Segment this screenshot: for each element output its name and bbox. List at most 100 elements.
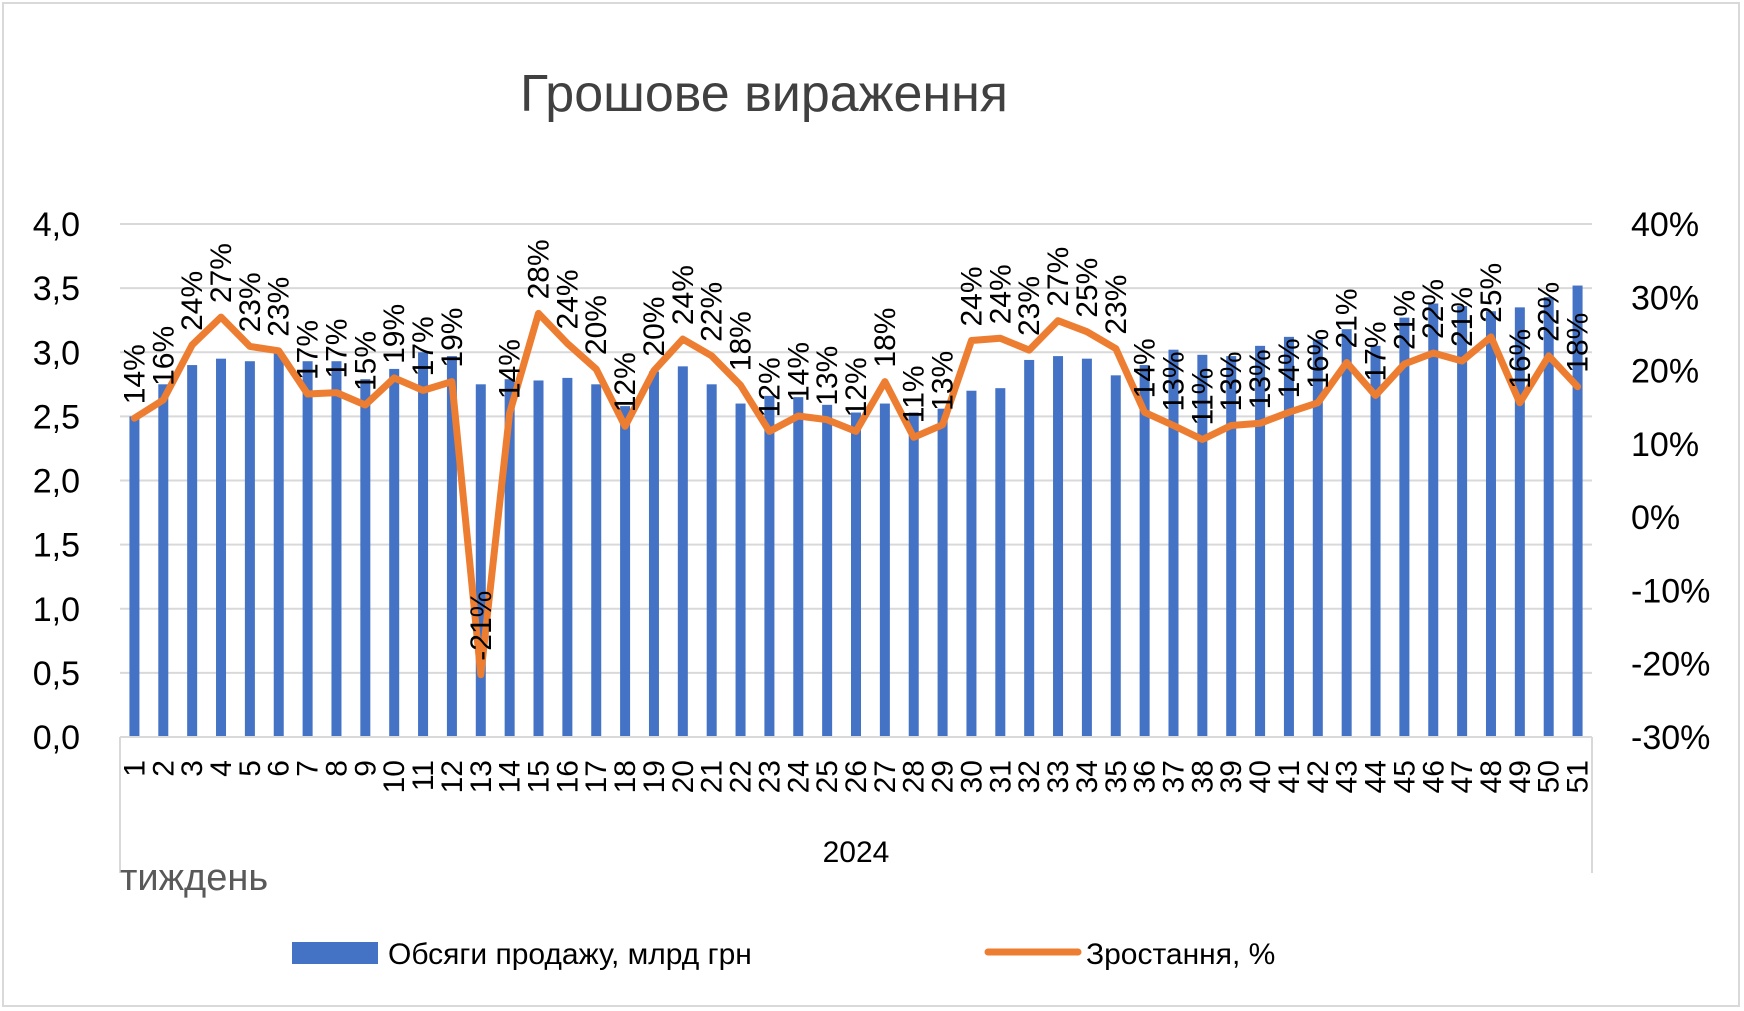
left-axis-tick-label: 1,0 — [33, 591, 80, 629]
data-label: 23% — [263, 277, 296, 337]
left-axis-tick-label: 0,5 — [33, 655, 80, 693]
data-label: 12% — [840, 357, 873, 417]
x-tick-label: 23 — [753, 760, 786, 793]
data-label: 24% — [984, 264, 1017, 324]
x-tick-label: 29 — [927, 760, 960, 793]
data-label: 21% — [1388, 290, 1421, 350]
bar — [879, 403, 890, 737]
bar — [1514, 307, 1525, 737]
data-label: 25% — [1071, 258, 1104, 318]
bar — [360, 379, 371, 737]
x-tick-label: 34 — [1071, 760, 1104, 793]
x-tick-label: 47 — [1446, 760, 1479, 793]
data-label: 24% — [551, 269, 584, 329]
x-tick-label: 14 — [494, 760, 527, 793]
bar — [1053, 356, 1064, 737]
bar — [504, 379, 515, 737]
data-label: 14% — [1273, 338, 1306, 398]
x-tick-label: 10 — [378, 760, 411, 793]
data-label: 28% — [523, 239, 556, 299]
x-tick-label: 11 — [407, 760, 440, 791]
x-axis-title: тиждень — [120, 857, 268, 899]
data-label: 23% — [234, 272, 267, 332]
data-label: 13% — [811, 346, 844, 406]
x-tick-label: 38 — [1186, 760, 1219, 793]
left-axis-ticks: 0,0 0,5 1,0 1,5 2,0 2,5 3,0 3,5 4,0 — [33, 206, 80, 757]
bar — [1572, 285, 1583, 737]
x-tick-label: 5 — [234, 760, 267, 777]
bar — [677, 366, 688, 737]
x-tick-label: 16 — [551, 760, 584, 793]
data-label: 13% — [1157, 351, 1190, 411]
data-label: 14% — [494, 339, 527, 399]
data-label: 19% — [378, 304, 411, 364]
x-tick-label: 22 — [725, 760, 758, 793]
x-axis: 1234567891011121314151617181920212223242… — [118, 736, 1595, 873]
bar — [1370, 345, 1381, 737]
bar — [1457, 306, 1468, 737]
bar — [995, 388, 1006, 737]
bar — [446, 356, 457, 737]
right-axis-tick-label: 30% — [1631, 279, 1699, 317]
legend: Обсяги продажу, млрд грн Зростання, % — [292, 938, 1275, 971]
x-tick-label: 4 — [205, 760, 238, 777]
x-tick-label: 48 — [1475, 760, 1508, 793]
x-tick-label: 3 — [176, 760, 209, 777]
x-tick-label: 25 — [811, 760, 844, 793]
data-label: 11% — [1186, 368, 1219, 426]
data-label: 17% — [320, 319, 353, 379]
bar — [1312, 339, 1323, 737]
data-label: 21% — [1446, 287, 1479, 347]
bar — [562, 377, 573, 737]
x-tick-label: 43 — [1331, 760, 1364, 793]
x-group-label: 2024 — [823, 836, 890, 869]
bar — [533, 380, 544, 737]
x-tick-label: 13 — [465, 760, 498, 793]
x-tick-label: 7 — [292, 760, 325, 777]
left-axis-tick-label: 0,0 — [33, 719, 80, 757]
data-label: 12% — [753, 357, 786, 417]
x-tick-label: 1 — [118, 760, 151, 777]
left-axis-tick-label: 3,5 — [33, 270, 80, 308]
right-axis-ticks: -30% -20% -10% 0% 10% 20% 30% 40% — [1631, 206, 1710, 757]
data-label: 21% — [1331, 288, 1364, 348]
data-label: 20% — [580, 295, 613, 355]
bar — [937, 408, 948, 737]
bar — [1197, 354, 1208, 737]
data-label: 13% — [1215, 351, 1248, 411]
data-label: 13% — [1244, 349, 1277, 409]
data-label: 25% — [1475, 263, 1508, 323]
x-tick-label: 30 — [955, 760, 988, 793]
x-tick-label: 49 — [1504, 760, 1537, 793]
left-axis-tick-label: 1,5 — [33, 527, 80, 565]
x-tick-label: 45 — [1388, 760, 1421, 793]
x-tick-label: 40 — [1244, 760, 1277, 793]
data-label: 18% — [725, 311, 758, 371]
bar — [966, 390, 977, 737]
x-tick-label: 17 — [580, 760, 613, 793]
legend-label-growth: Зростання, % — [1086, 938, 1275, 971]
bar — [706, 384, 717, 737]
x-tick-label: 31 — [984, 760, 1017, 793]
bar — [1543, 297, 1554, 737]
bar — [1341, 329, 1352, 737]
x-tick-label: 8 — [320, 760, 353, 777]
bar — [1168, 349, 1179, 737]
data-label: 18% — [869, 308, 902, 368]
legend-swatch-sales — [292, 942, 378, 964]
bar — [822, 404, 833, 737]
data-label: 24% — [955, 266, 988, 326]
x-tick-label: 33 — [1042, 760, 1075, 793]
bar — [273, 352, 284, 737]
bar — [908, 412, 919, 737]
bar — [129, 416, 140, 737]
data-label: 24% — [176, 271, 209, 331]
growth-line — [130, 309, 1582, 679]
bar — [1110, 375, 1121, 737]
bar — [158, 384, 169, 737]
bar — [1226, 356, 1237, 737]
bar — [418, 352, 429, 737]
x-tick-label: 12 — [436, 760, 469, 793]
bar — [302, 361, 313, 737]
bar — [1428, 303, 1439, 737]
